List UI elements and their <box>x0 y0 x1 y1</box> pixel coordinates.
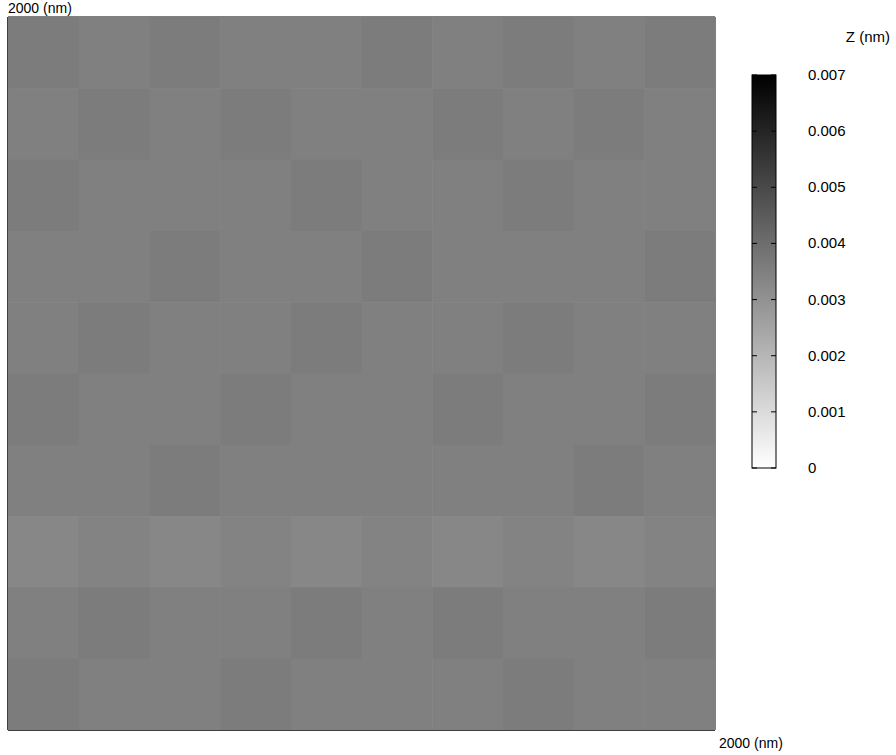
svg-text:2000 (nm): 2000 (nm) <box>719 735 783 751</box>
svg-text:Z (nm): Z (nm) <box>846 28 890 45</box>
svg-text:0.007: 0.007 <box>808 66 846 83</box>
svg-text:0.004: 0.004 <box>808 234 846 251</box>
svg-text:0.002: 0.002 <box>808 347 846 364</box>
svg-text:0.001: 0.001 <box>808 403 846 420</box>
svg-text:0.005: 0.005 <box>808 178 846 195</box>
svg-text:0: 0 <box>808 459 816 476</box>
svg-text:0.006: 0.006 <box>808 122 846 139</box>
svg-text:2000 (nm): 2000 (nm) <box>8 0 72 16</box>
svg-text:0.003: 0.003 <box>808 291 846 308</box>
